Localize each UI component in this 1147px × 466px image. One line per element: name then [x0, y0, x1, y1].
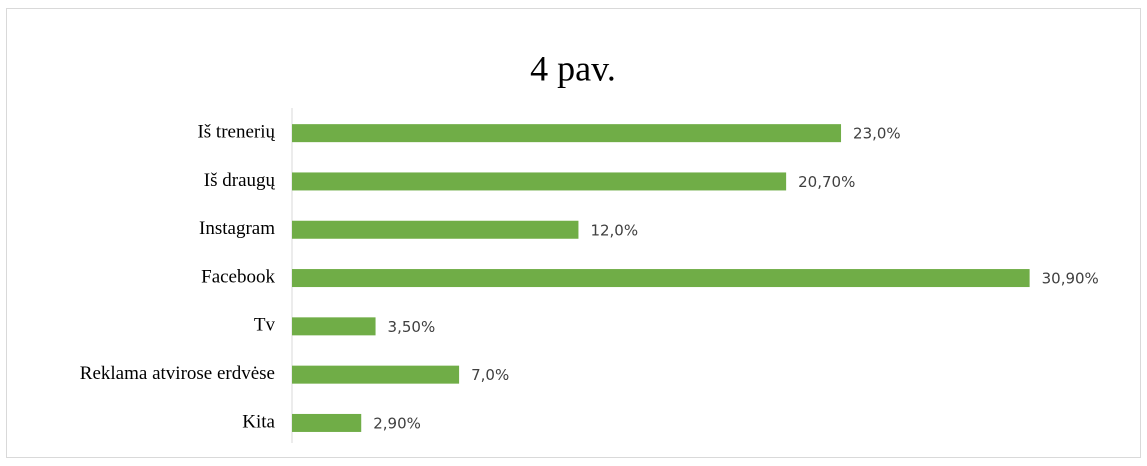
category-label: Reklama atvirose erdvėse — [80, 363, 275, 384]
bar — [292, 365, 460, 384]
bar — [292, 269, 1030, 288]
chart-title: 4 pav. — [530, 48, 616, 88]
bar — [292, 124, 842, 143]
category-label: Facebook — [201, 266, 275, 287]
data-label: 20,70% — [798, 173, 855, 191]
data-label: 2,90% — [373, 414, 421, 432]
data-label: 23,0% — [853, 125, 901, 143]
bar — [292, 317, 376, 336]
category-label: Kita — [242, 411, 275, 432]
category-label: Iš draugų — [204, 170, 276, 191]
data-label: 7,0% — [471, 366, 509, 384]
bar — [292, 220, 579, 239]
data-label: 30,90% — [1042, 270, 1099, 288]
category-label: Tv — [254, 315, 276, 336]
category-label: Iš trenerių — [197, 122, 275, 143]
data-label: 3,50% — [388, 318, 436, 336]
bar — [292, 413, 362, 432]
data-label: 12,0% — [590, 221, 638, 239]
category-label: Instagram — [199, 218, 275, 239]
bar — [292, 172, 787, 191]
